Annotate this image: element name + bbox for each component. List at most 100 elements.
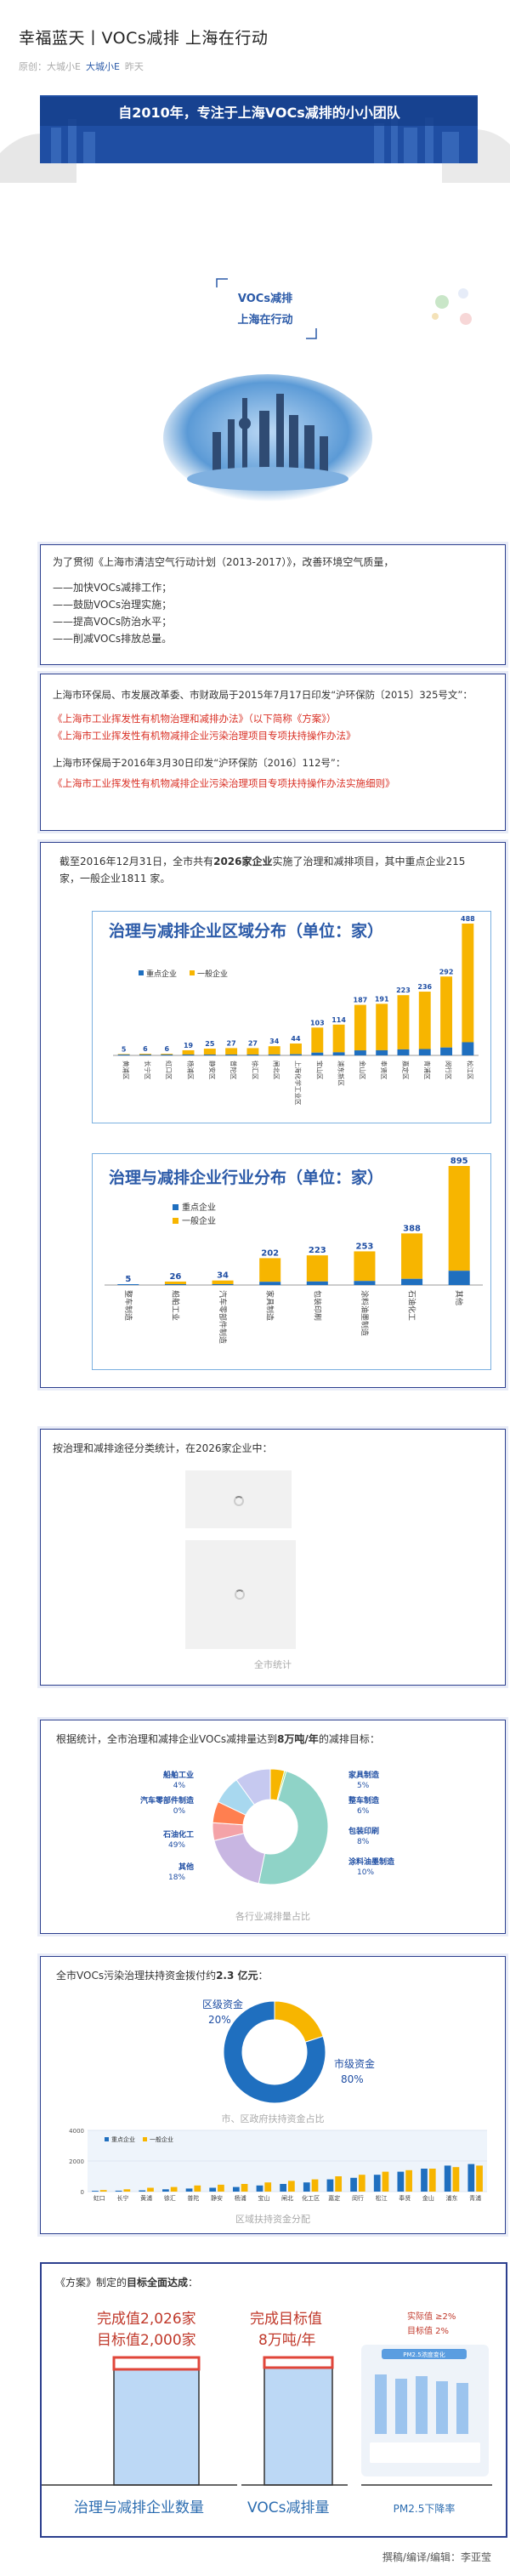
shanghai-skyline-image: [163, 374, 372, 502]
bar-general: [452, 2167, 460, 2192]
x-tick-label: 整车制造: [123, 1290, 133, 1321]
section-funding: 全市VOCs污染治理扶持资金拨付约2.3 亿元： 区级资金 20% 市级资金 80% …: [40, 1956, 506, 2234]
reduction-highlight: 8万吨/年: [277, 1733, 319, 1745]
bar-general: [288, 2181, 295, 2192]
x-tick-label: 黄浦: [140, 2194, 152, 2202]
pm25-card-title: PM2.5浓度变化: [403, 2351, 445, 2358]
pie-slice: [223, 2000, 326, 2104]
slice-value: 20%: [208, 2014, 231, 2026]
bar-general: [382, 2171, 389, 2192]
x-tick-label: 嘉定: [328, 2194, 340, 2202]
x-tick-label: 闸北区: [273, 1061, 280, 1080]
legend-general-swatch: [190, 970, 195, 975]
source-author: 大城小E: [47, 61, 81, 72]
bar-key: [397, 1049, 410, 1055]
x-tick-label: 静安: [211, 2194, 223, 2202]
targets-graphic: 完成值2,026家 目标值2,000家 治理与减排企业数量 完成目标值 8万吨/…: [42, 2311, 492, 2516]
policy-doc-1: 《上海市工业挥发性有机物治理和减排办法》（以下简称《方案》）: [53, 713, 337, 725]
legend-general: 一般企业: [197, 969, 228, 979]
bar-key: [303, 2182, 310, 2192]
bar-general: [268, 1046, 280, 1055]
reduction-caption: 各行业减排量占比: [235, 1911, 310, 1922]
bar-key: [209, 2187, 217, 2192]
x-tick-label: 包装印刷: [312, 1290, 322, 1321]
article-meta: 原创：大城小E 大城小E 昨天: [19, 60, 144, 73]
y-tick-label: 4000: [69, 2128, 84, 2135]
bar-general: [462, 924, 474, 1043]
stats-highlight: 2026家企业: [213, 856, 273, 867]
bar-key: [354, 1281, 376, 1285]
bar-key: [162, 2189, 169, 2192]
bar-key: [256, 2185, 264, 2192]
banner-text: 自2010年，专注于上海VOCs减排的小小团队: [118, 105, 401, 121]
x-tick-label: 闵行区: [445, 1061, 453, 1080]
policy-doc-3: 《上海市工业挥发性有机物减排企业污染治理项目专项扶持操作办法实施细则》: [53, 777, 395, 789]
bar-key: [259, 1282, 281, 1285]
legend-key: 重点企业: [146, 969, 177, 979]
target2-line1: 完成目标值: [250, 2311, 322, 2328]
policy-text-2: 上海市环保局于2016年3月30日印发“沪环保防〔2016〕112号”：: [53, 757, 346, 769]
bar-general: [225, 1048, 238, 1055]
bar-key: [92, 2191, 99, 2192]
chart1-title: 治理与减排企业区域分布（单位：家）: [109, 921, 383, 941]
slice-value: 5%: [357, 1782, 370, 1790]
bar-value: 895: [450, 1157, 468, 1166]
slice-label: 家具制造: [348, 1770, 380, 1780]
slice-value: 6%: [357, 1807, 370, 1816]
bar-value: 34: [217, 1271, 229, 1281]
legend-key-swatch: [139, 970, 144, 975]
x-tick-label: 奉贤区: [380, 1061, 388, 1080]
slice-value: 4%: [173, 1782, 186, 1790]
x-tick-label: 石油化工: [407, 1290, 417, 1321]
bar-general: [147, 2187, 154, 2192]
bar-general: [401, 1233, 423, 1279]
x-tick-label: 松江区: [466, 1061, 474, 1080]
reduction-text-c: 的减排目标：: [318, 1733, 380, 1745]
bar-value: 19: [184, 1042, 194, 1049]
bar-key: [418, 1049, 431, 1055]
pathway-caption: 全市统计: [254, 1659, 292, 1670]
slice-value: 8%: [357, 1838, 370, 1846]
target3-label: PM2.5下降率: [394, 2502, 456, 2515]
bar-general: [117, 1054, 130, 1055]
goal-item: ——提高VOCs防治水平；: [53, 616, 173, 628]
account-link[interactable]: 大城小E: [85, 61, 120, 72]
bar-key: [306, 1281, 328, 1285]
bar-key: [115, 2190, 122, 2192]
section-reduction: 根据统计，全市治理和减排企业VOCs减排量达到8万吨/年的减排目标： 船舶工业 4…: [40, 1720, 506, 1934]
bar-general: [354, 1251, 376, 1282]
goal-item: ——鼓励VOCs治理实施；: [53, 599, 173, 611]
chart2-title: 治理与减排企业行业分布（单位：家）: [109, 1168, 383, 1187]
x-tick-label: 宝山区: [315, 1061, 324, 1080]
targets-text-c: ：: [188, 2277, 199, 2289]
policy-text-1: 上海市环保局、市发展改革委、市财政局于2015年7月17日印发“沪环保防〔201…: [53, 689, 473, 701]
bar-value: 488: [461, 915, 475, 923]
slice-label: 石油化工: [162, 1829, 194, 1840]
bar-general: [123, 2189, 131, 2192]
bar-value: 114: [332, 1016, 346, 1024]
bar-key: [280, 2184, 286, 2192]
target2-line2: 8万吨/年: [258, 2332, 316, 2349]
slice-label: 船舶工业: [163, 1770, 194, 1780]
bar-general: [476, 2165, 483, 2192]
legend-key-swatch: [173, 1204, 178, 1210]
tagline-line2: 上海在行动: [237, 313, 292, 327]
bar-key: [311, 1052, 324, 1055]
funding-source-donut: 区级资金 20% 市级资金 80%: [202, 1998, 375, 2104]
bar-value: 103: [310, 1019, 325, 1026]
x-tick-label: 上海化学工业区: [294, 1061, 303, 1106]
x-tick-label: 杨浦: [235, 2194, 246, 2202]
slice-value: 49%: [168, 1841, 185, 1850]
x-tick-label: 静安区: [208, 1061, 217, 1080]
bar-value: 34: [269, 1038, 280, 1045]
bar-general: [99, 2190, 107, 2192]
y-tick-label: 0: [81, 2189, 84, 2196]
targets-highlight: 目标全面达成: [127, 2277, 189, 2289]
x-tick-label: 其他: [454, 1290, 464, 1305]
slice-label: 汽车零部件制造: [140, 1795, 195, 1805]
bar-key: [397, 2171, 405, 2192]
slice-value: 10%: [357, 1868, 374, 1877]
image-placeholder: [185, 1540, 296, 1649]
bar-value: 26: [169, 1272, 181, 1282]
